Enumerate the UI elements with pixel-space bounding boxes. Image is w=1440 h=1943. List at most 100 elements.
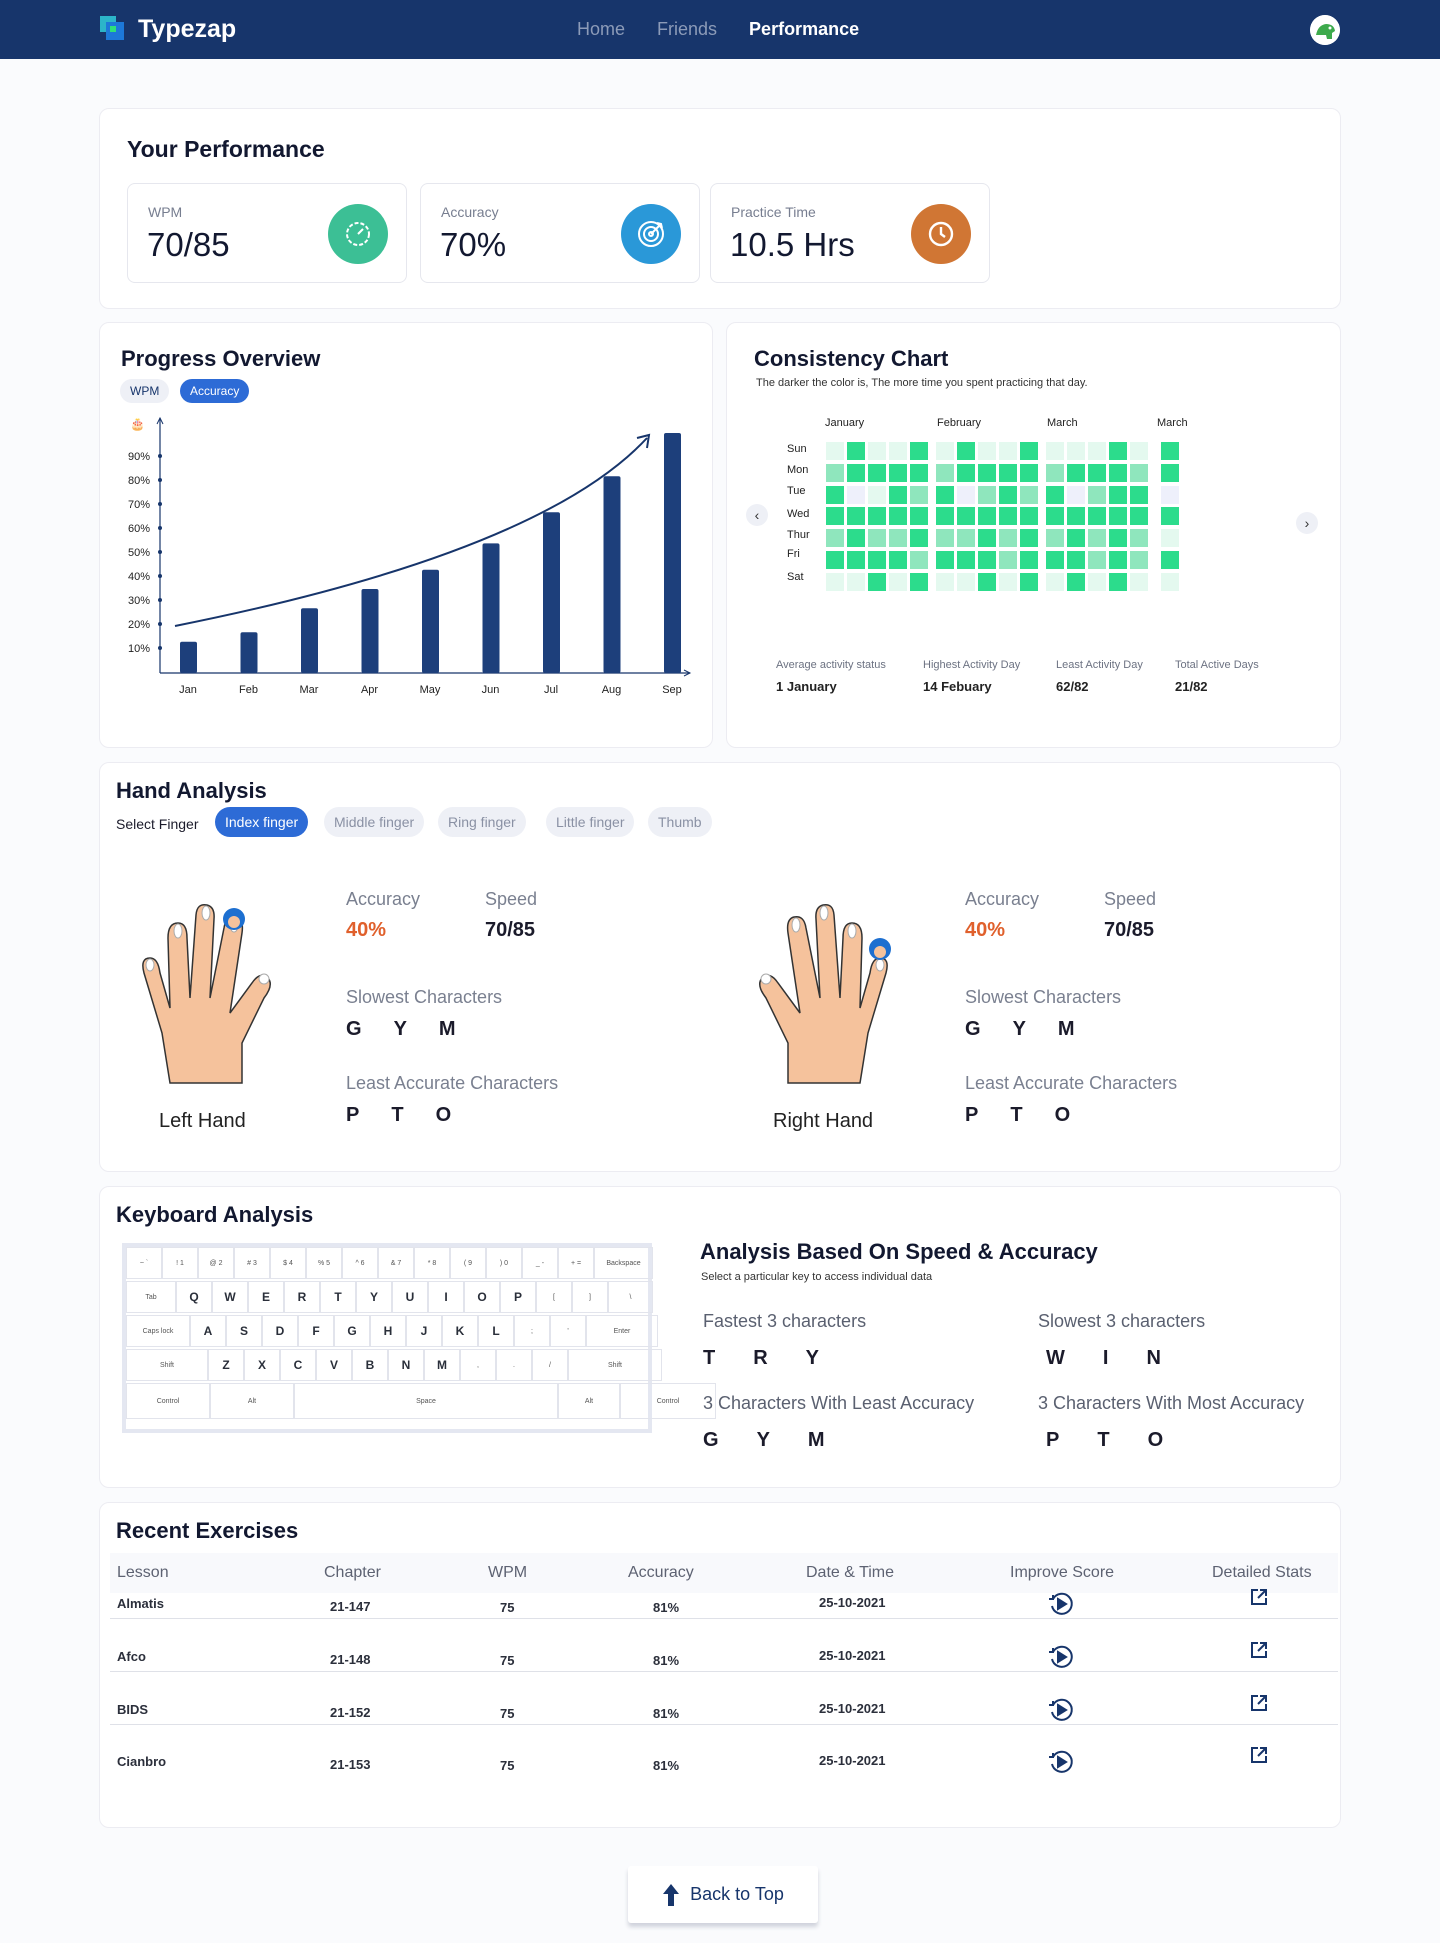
heatmap-cell[interactable] — [978, 485, 996, 504]
heatmap-cell[interactable] — [999, 507, 1017, 526]
key[interactable]: . — [496, 1349, 532, 1381]
heatmap-cell[interactable] — [999, 463, 1017, 482]
bar[interactable] — [301, 608, 318, 673]
lesson-name[interactable]: BIDS — [117, 1702, 149, 1717]
heatmap-cell[interactable] — [868, 442, 886, 460]
key[interactable]: Q — [176, 1281, 212, 1313]
heatmap-cell[interactable] — [889, 485, 907, 504]
key[interactable]: C — [280, 1349, 316, 1381]
key[interactable]: H — [370, 1315, 406, 1347]
heatmap-cell[interactable] — [1088, 507, 1106, 526]
heatmap-cell[interactable] — [1088, 529, 1106, 548]
external-link-icon[interactable] — [1250, 1746, 1268, 1764]
key[interactable]: D — [262, 1315, 298, 1347]
nav-home[interactable]: Home — [577, 19, 626, 39]
heatmap-cell[interactable] — [1109, 507, 1127, 526]
nav-friends[interactable]: Friends — [657, 19, 718, 39]
heatmap-cell[interactable] — [936, 463, 954, 482]
heatmap-cell[interactable] — [978, 551, 996, 569]
heatmap-cell[interactable] — [847, 572, 865, 591]
heatmap-cell[interactable] — [889, 463, 907, 482]
key[interactable]: $ 4 — [270, 1247, 306, 1279]
heatmap-cell[interactable] — [936, 551, 954, 569]
heatmap-cell[interactable] — [978, 529, 996, 548]
heatmap-cell[interactable] — [936, 529, 954, 548]
heatmap-cell[interactable] — [936, 507, 954, 526]
heatmap-cell[interactable] — [1130, 551, 1148, 569]
key[interactable]: ; — [514, 1315, 550, 1347]
heatmap-cell[interactable] — [957, 463, 975, 482]
key[interactable]: ) 0 — [486, 1247, 522, 1279]
heatmap-cell[interactable] — [1109, 572, 1127, 591]
key[interactable]: F — [298, 1315, 334, 1347]
key[interactable]: L — [478, 1315, 514, 1347]
heatmap-cell[interactable] — [868, 529, 886, 548]
heatmap-cell[interactable] — [936, 572, 954, 591]
key[interactable]: _ - — [522, 1247, 558, 1279]
heatmap-cell[interactable] — [1067, 529, 1085, 548]
key[interactable]: ^ 6 — [342, 1247, 378, 1279]
heatmap-cell[interactable] — [868, 485, 886, 504]
heatmap-cell[interactable] — [1046, 572, 1064, 591]
back-to-top-button[interactable]: Back to Top — [628, 1866, 818, 1923]
heatmap-cell[interactable] — [1067, 572, 1085, 591]
heatmap-cell[interactable] — [889, 529, 907, 548]
heatmap-cell[interactable] — [978, 463, 996, 482]
external-link-icon[interactable] — [1250, 1641, 1268, 1659]
external-link-icon[interactable] — [1250, 1694, 1268, 1712]
nav-performance[interactable]: Performance — [749, 19, 860, 39]
key[interactable]: Caps lock — [126, 1315, 190, 1347]
heatmap-cell[interactable] — [1130, 485, 1148, 504]
key[interactable]: P — [500, 1281, 536, 1313]
heatmap-cell[interactable] — [999, 572, 1017, 591]
chevron-left-icon[interactable]: ‹ — [746, 504, 768, 526]
heatmap-cell[interactable] — [1161, 463, 1179, 482]
heatmap-cell[interactable] — [1088, 572, 1106, 591]
chip-index-finger[interactable]: Index finger — [215, 807, 309, 837]
heatmap-cell[interactable] — [1020, 485, 1038, 504]
heatmap-cell[interactable] — [1088, 551, 1106, 569]
heatmap-cell[interactable] — [1109, 463, 1127, 482]
lesson-name[interactable]: Almatis — [117, 1596, 164, 1611]
key[interactable]: Enter — [586, 1315, 658, 1347]
heatmap-cell[interactable] — [847, 529, 865, 548]
heatmap-cell[interactable] — [910, 529, 928, 548]
heatmap-cell[interactable] — [1161, 572, 1179, 591]
heatmap-cell[interactable] — [957, 485, 975, 504]
key[interactable]: * 8 — [414, 1247, 450, 1279]
heatmap-cell[interactable] — [910, 507, 928, 526]
heatmap-cell[interactable] — [910, 463, 928, 482]
key[interactable]: / — [532, 1349, 568, 1381]
key[interactable]: A — [190, 1315, 226, 1347]
heatmap-cell[interactable] — [1161, 485, 1179, 504]
key[interactable]: Z — [208, 1349, 244, 1381]
key[interactable]: % 5 — [306, 1247, 342, 1279]
heatmap-cell[interactable] — [1088, 463, 1106, 482]
lesson-name[interactable]: Cianbro — [117, 1754, 167, 1769]
heatmap-cell[interactable] — [1161, 529, 1179, 548]
toggle-wpm[interactable]: WPM — [120, 379, 170, 403]
heatmap-cell[interactable] — [936, 442, 954, 460]
heatmap-cell[interactable] — [826, 442, 844, 460]
logo[interactable]: Typezap — [100, 14, 236, 44]
chip-ring-finger[interactable]: Ring finger — [438, 807, 526, 837]
heatmap-cell[interactable] — [826, 551, 844, 569]
heatmap-cell[interactable] — [826, 572, 844, 591]
heatmap-cell[interactable] — [1046, 463, 1064, 482]
heatmap-cell[interactable] — [1130, 529, 1148, 548]
key[interactable]: X — [244, 1349, 280, 1381]
key[interactable]: & 7 — [378, 1247, 414, 1279]
key[interactable]: ( 9 — [450, 1247, 486, 1279]
heatmap-cell[interactable] — [1130, 463, 1148, 482]
heatmap-cell[interactable] — [978, 442, 996, 460]
heatmap-cell[interactable] — [957, 551, 975, 569]
heatmap-cell[interactable] — [1130, 442, 1148, 460]
key[interactable]: @ 2 — [198, 1247, 234, 1279]
heatmap-cell[interactable] — [889, 507, 907, 526]
key[interactable]: \ — [608, 1281, 653, 1313]
heatmap-cell[interactable] — [999, 551, 1017, 569]
bar[interactable] — [482, 543, 500, 673]
key[interactable]: W — [212, 1281, 248, 1313]
heatmap-cell[interactable] — [1046, 551, 1064, 569]
heatmap-cell[interactable] — [1067, 551, 1085, 569]
